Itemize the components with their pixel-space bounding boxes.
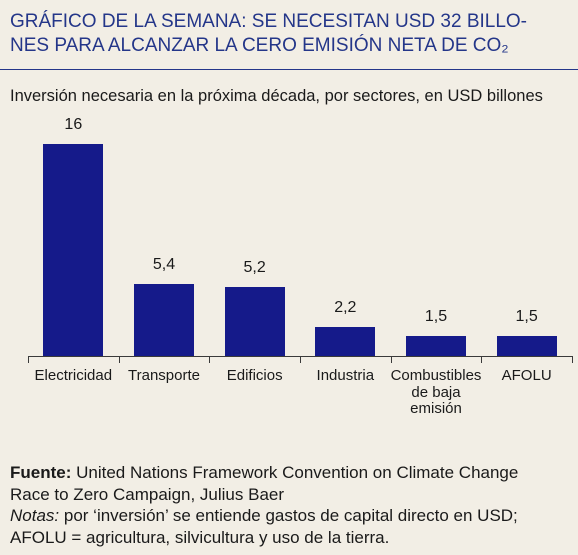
source-text-1: United Nations Framework Convention on C…	[76, 463, 519, 482]
x-axis-tick-1	[119, 356, 120, 363]
notes-text-1: por ‘inversión’ se entiende gastos de ca…	[63, 506, 518, 525]
x-axis-tick-5	[481, 356, 482, 363]
title-divider	[0, 69, 578, 70]
x-axis-tick-2	[209, 356, 210, 363]
x-axis-tick-4	[391, 356, 392, 363]
source-label: Fuente:	[10, 463, 72, 482]
x-axis-tick-3	[300, 356, 301, 363]
value-label-transporte: 5,4	[152, 256, 176, 274]
chart-title-line-2: NES PARA ALCANZAR LA CERO EMISIÓN NETA D…	[10, 35, 509, 56]
category-label-electricidad: Electricidad	[34, 367, 113, 384]
category-label-combustibles-de-baja-emision: Combustibles de baja emisión	[390, 367, 482, 417]
value-label-electricidad: 16	[64, 116, 83, 133]
source-line-2: Race to Zero Campaign, Julius Baer	[10, 484, 285, 504]
category-label-transporte: Transporte	[128, 367, 200, 384]
category-label-industria: Industria	[316, 367, 375, 384]
bar-edificios	[224, 287, 285, 356]
chart-subtitle: Inversión necesaria en la próxima década…	[10, 87, 543, 105]
chart-title: GRÁFICO DE LA SEMANA: SE NECESITAN USD 3…	[10, 10, 527, 58]
value-label-edificios: 5,2	[243, 259, 266, 277]
value-label-afolu: 1,5	[515, 308, 538, 326]
notes-line-1: Notas: por ‘inversión’ se entiende gasto…	[10, 505, 518, 527]
bar-electricidad	[43, 144, 104, 356]
value-label-combustibles-de-baja-emision: 1,5	[424, 308, 448, 326]
notes-label: Notas:	[10, 506, 60, 525]
x-axis-tick-6	[572, 356, 573, 363]
bar-afolu	[496, 336, 557, 356]
bar-combustibles-de-baja-emision	[406, 336, 466, 356]
bar-industria	[315, 326, 376, 356]
bar-chart: 16 Electricidad 5,4 Transporte 5,2 Edificios 2…	[28, 116, 573, 417]
value-label-industria: 2,2	[334, 298, 357, 316]
source-line-1: Fuente: United Nations Framework Convent…	[10, 462, 518, 484]
chart-title-line-1: GRÁFICO DE LA SEMANA: SE NECESITAN USD 3…	[10, 11, 528, 32]
bar-transporte	[134, 284, 194, 356]
chart-footer: Fuente: United Nations Framework Convent…	[10, 462, 518, 548]
category-label-afolu: AFOLU	[501, 367, 552, 384]
category-label-edificios: Edificios	[226, 367, 283, 384]
notes-line-2: AFOLU = agricultura, silvicultura y uso …	[10, 527, 390, 547]
x-axis-tick-0	[28, 356, 29, 363]
